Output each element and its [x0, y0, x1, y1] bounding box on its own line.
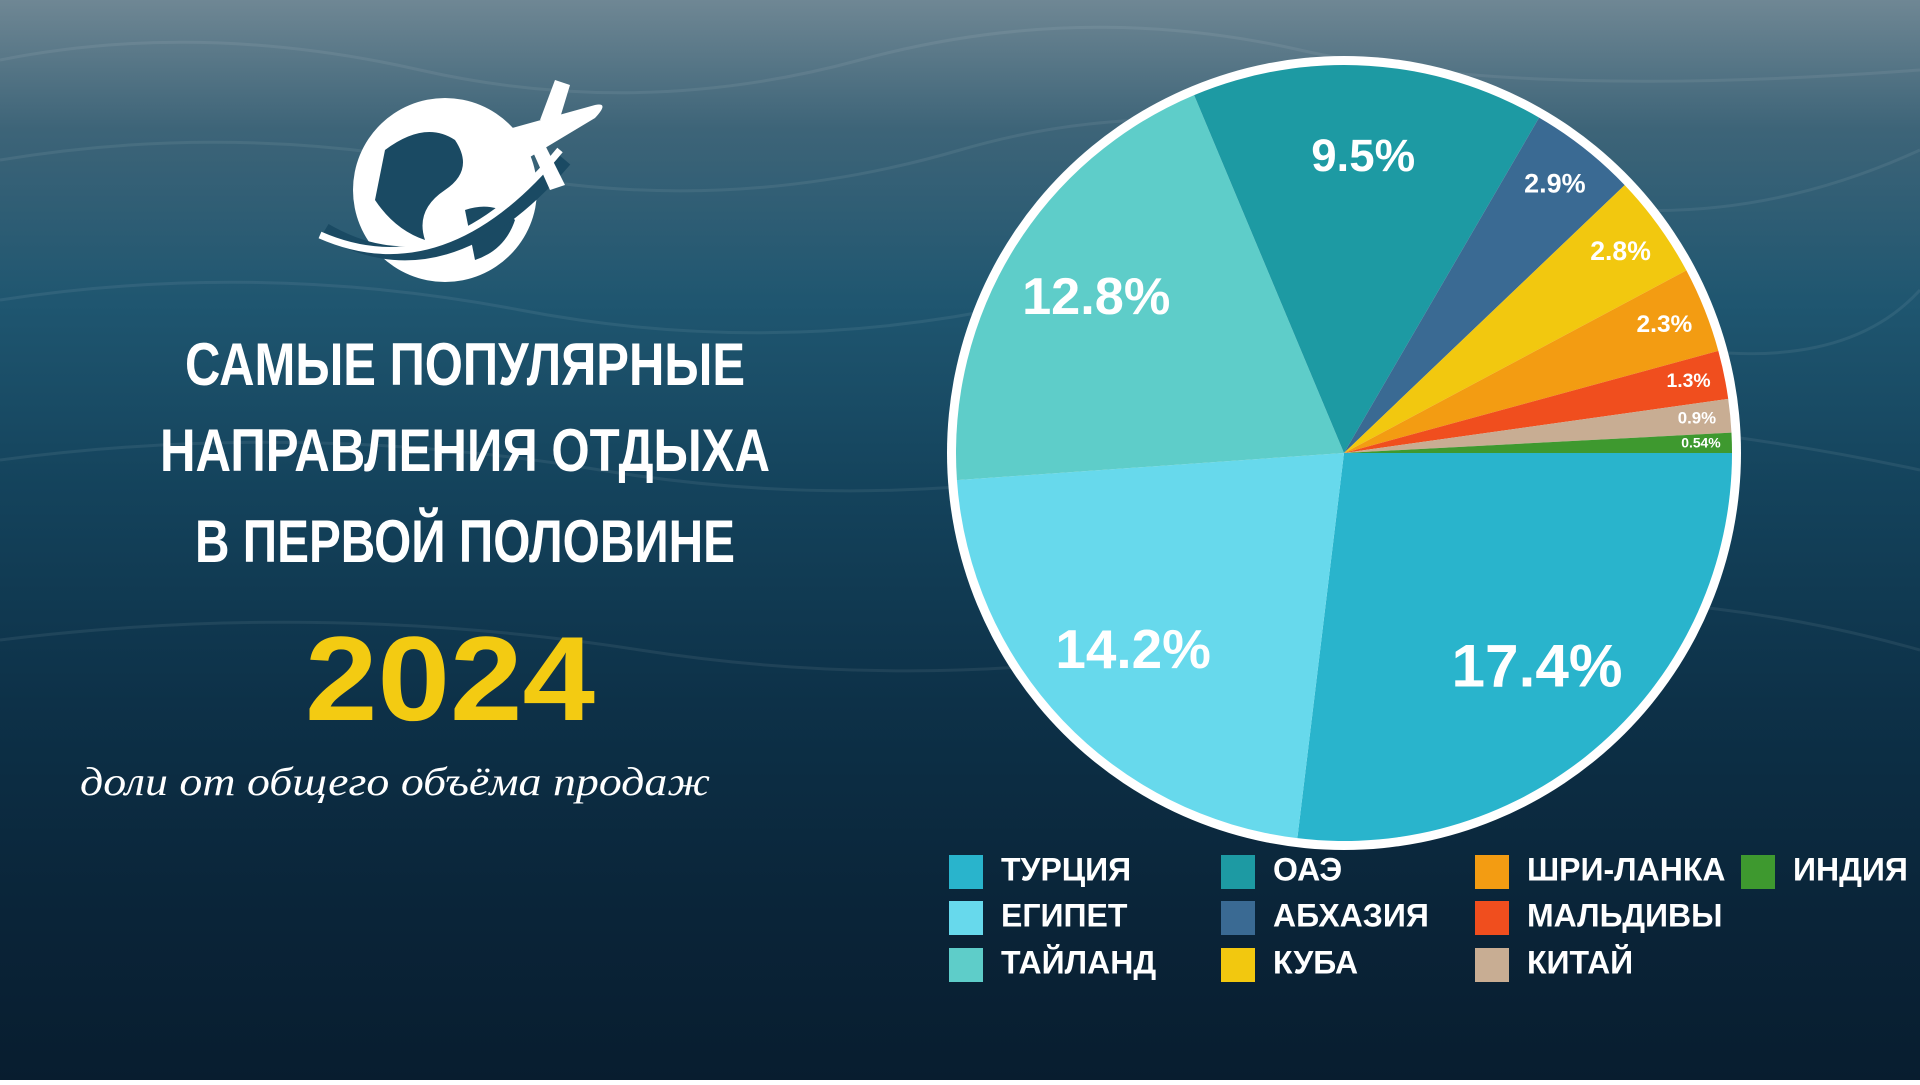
pie-slice — [1344, 432, 1732, 453]
legend-swatch — [1221, 901, 1255, 935]
data-label: 14.2% — [1055, 618, 1211, 680]
data-label: 9.5% — [1311, 130, 1415, 181]
legend-label: ТАЙЛАНД — [1001, 944, 1156, 980]
pie-slice — [1344, 270, 1719, 453]
legend-swatch — [1741, 855, 1775, 889]
title: САМЫЕ ПОПУЛЯРНЫЕ НАПРАВЛЕНИЯ ОТДЫХА В ПЕ… — [160, 331, 770, 575]
legend-label: ШРИ-ЛАНКА — [1527, 851, 1725, 887]
title-line: САМЫЕ ПОПУЛЯРНЫЕ — [185, 331, 745, 398]
legend-label: ТУРЦИЯ — [1001, 851, 1131, 887]
legend-label: ЕГИПЕТ — [1001, 897, 1128, 933]
data-label: 2.9% — [1524, 169, 1585, 199]
legend-label: АБХАЗИЯ — [1273, 897, 1429, 933]
pie-slice — [1344, 117, 1625, 453]
year: 2024 — [305, 612, 595, 746]
data-label: 1.3% — [1666, 370, 1710, 392]
legend-swatch — [1221, 855, 1255, 889]
legend-swatch — [949, 901, 983, 935]
pie-slice — [1297, 453, 1732, 841]
pie-slice — [1194, 64, 1540, 453]
legend-swatch — [1475, 901, 1509, 935]
legend-swatch — [1475, 855, 1509, 889]
legend-label: ОАЭ — [1273, 851, 1342, 887]
data-label: 17.4% — [1452, 632, 1623, 700]
pie: 17.4% 14.2% 12.8% 9.5% 2.9% 2.8% 2.3% 1.3% 0.9% 0… — [956, 64, 1732, 841]
title-line: НАПРАВЛЕНИЯ ОТДЫХА — [160, 417, 770, 484]
pie-slice — [1344, 350, 1729, 453]
data-label: 0.54% — [1681, 434, 1720, 450]
pie-slice — [956, 453, 1344, 839]
legend-label: ИНДИЯ — [1793, 851, 1908, 887]
data-label: 0.9% — [1678, 408, 1716, 427]
data-label: 12.8% — [1022, 268, 1170, 326]
pie-slice — [956, 95, 1344, 481]
legend-swatch — [1221, 948, 1255, 982]
data-label: 2.8% — [1590, 236, 1651, 266]
legend-label: КИТАЙ — [1527, 944, 1633, 980]
legend-label: МАЛЬДИВЫ — [1527, 897, 1722, 933]
legend-label: КУБА — [1273, 944, 1358, 980]
legend: ТУРЦИЯ ЕГИПЕТ ТАЙЛАНД ОАЭ АБХАЗИЯ КУБА ШРИ-ЛАН… — [949, 851, 1908, 982]
legend-swatch — [949, 948, 983, 982]
pie-slice — [1344, 398, 1732, 453]
pie-slice — [1344, 185, 1687, 453]
legend-swatch — [949, 855, 983, 889]
data-label: 2.3% — [1637, 311, 1693, 338]
subtitle: доли от общего объёма продаж — [80, 759, 710, 804]
legend-swatch — [1475, 948, 1509, 982]
logo — [318, 80, 603, 282]
title-line: В ПЕРВОЙ ПОЛОВИНЕ — [195, 508, 735, 575]
